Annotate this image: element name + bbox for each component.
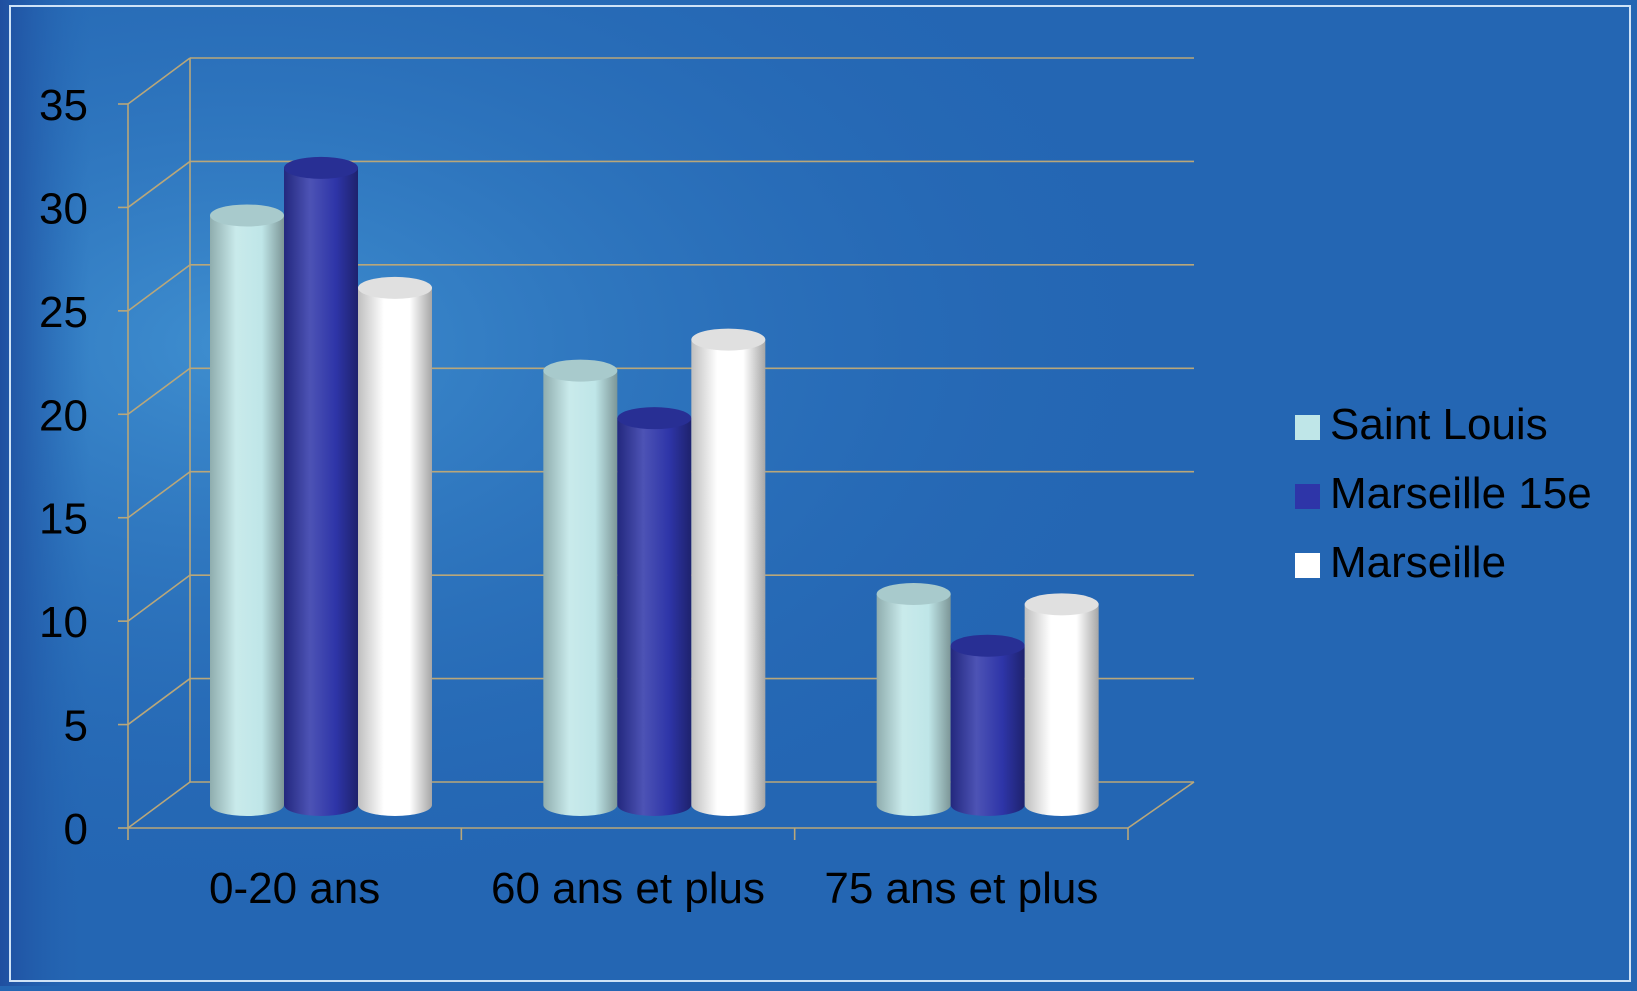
bar	[284, 167, 358, 816]
legend-swatch	[1295, 553, 1320, 578]
bar	[617, 418, 692, 817]
bar-top	[284, 156, 358, 179]
bar-top	[543, 359, 618, 382]
legend-swatch	[1295, 484, 1320, 509]
bar-top	[876, 583, 951, 606]
floor-right-edge	[1127, 781, 1195, 829]
y-tick-label: 20	[39, 391, 88, 440]
bar	[543, 370, 618, 817]
gridline-depth	[127, 367, 191, 415]
bar-top	[691, 328, 766, 351]
y-tick-label: 30	[39, 184, 88, 233]
y-tick-label: 0	[64, 805, 88, 854]
gridline-depth	[127, 264, 191, 312]
legend-label: Marseille 15e	[1330, 469, 1592, 518]
background-left-strip	[0, 0, 90, 986]
gridline-depth	[127, 677, 191, 726]
legend-label: Marseille	[1330, 538, 1506, 587]
legend-swatch	[1295, 415, 1320, 440]
bar-top	[210, 204, 284, 227]
gridline-depth	[127, 160, 191, 209]
slide-frame	[9, 5, 1631, 982]
bar-top	[358, 276, 432, 299]
bar	[950, 645, 1025, 816]
y-tick-label: 35	[39, 81, 88, 130]
bar	[358, 287, 432, 816]
legend: Saint Louis Marseille 15e Marseille	[1295, 400, 1592, 587]
y-tick-label: 5	[64, 702, 88, 751]
y-tick-label: 25	[39, 288, 88, 337]
bar	[876, 594, 951, 817]
legend-label: Saint Louis	[1330, 400, 1548, 449]
x-tick-label: 60 ans et plus	[491, 864, 765, 913]
y-tick-label: 15	[39, 495, 88, 544]
bar-top	[950, 634, 1025, 657]
y-tick-label: 10	[39, 598, 88, 647]
x-tick-label: 0-20 ans	[209, 864, 380, 913]
bar-top	[617, 407, 692, 430]
gridline-depth	[127, 57, 191, 105]
bar	[691, 339, 766, 817]
plot-area: 0 5 10 15 20 25 30 35 0-20 ans 60 ans et plus 75 a…	[39, 57, 1195, 913]
gridline-depth	[127, 574, 191, 622]
bar	[210, 215, 284, 816]
x-tick-label: 75 ans et plus	[824, 864, 1098, 913]
bar	[1024, 604, 1099, 817]
gridline-depth	[127, 781, 191, 829]
gridline-depth	[127, 471, 191, 519]
bar-top	[1024, 593, 1099, 616]
